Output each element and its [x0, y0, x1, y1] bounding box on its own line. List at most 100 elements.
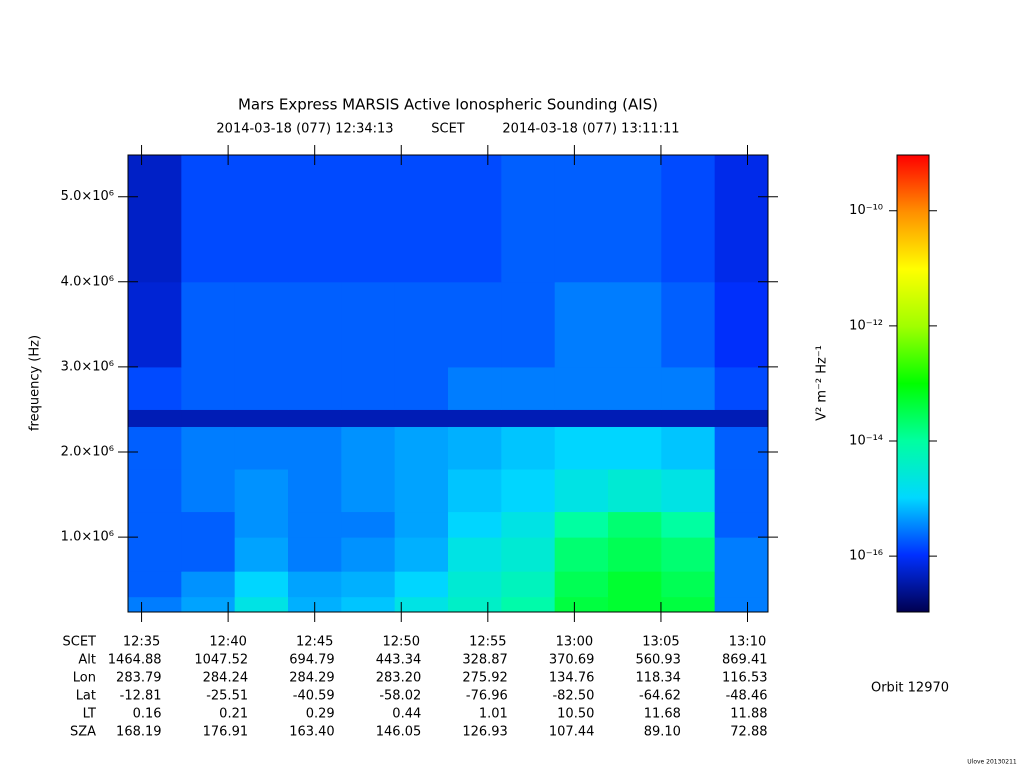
ephemeris-cell: 1047.52: [194, 653, 248, 668]
ephemeris-header: SCET: [63, 635, 97, 650]
heatmap-cell: [501, 571, 556, 598]
heatmap-cell: [341, 281, 396, 368]
chart-title: Mars Express MARSIS Active Ionospheric S…: [238, 96, 658, 114]
heatmap-cell: [288, 155, 342, 283]
heatmap-cell: [181, 469, 236, 513]
heatmap-cell: [288, 426, 342, 470]
colorbar: [896, 154, 930, 613]
heatmap-cell: [288, 511, 342, 538]
ephemeris-cell: 0.21: [219, 707, 248, 722]
x-tick-label: 12:55: [469, 635, 506, 650]
heatmap-cell: [394, 366, 449, 410]
heatmap-cell: [341, 511, 396, 538]
ephemeris-cell: 72.88: [730, 725, 767, 740]
ephemeris-cell: -64.62: [639, 689, 681, 704]
heatmap-cell: [288, 281, 342, 368]
heatmap-cell: [181, 409, 236, 427]
colorbar-label: V² m⁻² Hz⁻¹: [815, 345, 830, 421]
ephemeris-cell: 869.41: [722, 653, 768, 668]
heatmap-cell: [128, 571, 182, 598]
heatmap-cell: [608, 426, 662, 470]
ephemeris-row-label: Lon: [73, 671, 96, 686]
ephemeris-cell: 11.88: [730, 707, 767, 722]
y-tick-label: 1.0×10⁶: [61, 530, 114, 545]
heatmap-cell: [661, 469, 716, 513]
ephemeris-cell: -40.59: [293, 689, 335, 704]
heatmap-cell: [501, 426, 556, 470]
heatmap-cell: [714, 469, 769, 513]
heatmap-cell: [501, 281, 556, 368]
heatmap-cell: [554, 366, 609, 410]
heatmap-cell: [448, 469, 502, 513]
heatmap-cell: [341, 409, 396, 427]
heatmap-cell: [448, 511, 502, 538]
ephemeris-cell: -25.51: [206, 689, 248, 704]
ephemeris-cell: 1464.88: [108, 653, 162, 668]
heatmap-cell: [448, 537, 502, 572]
colorbar-tick-label: 10⁻¹⁴: [849, 434, 883, 449]
heatmap-cell: [501, 366, 556, 410]
heatmap-cell: [501, 511, 556, 538]
heatmap-cell: [554, 511, 609, 538]
heatmap-cell: [501, 537, 556, 572]
heatmap-cell: [181, 537, 236, 572]
ephemeris-cell: -48.46: [726, 689, 768, 704]
heatmap-cell: [128, 511, 182, 538]
heatmap-cell: [501, 469, 556, 513]
heatmap-cell: [341, 426, 396, 470]
heatmap-cell: [394, 511, 449, 538]
ephemeris-cell: 146.05: [376, 725, 422, 740]
heatmap-cell: [341, 469, 396, 513]
y-tick-label: 3.0×10⁶: [61, 359, 114, 374]
ephemeris-cell: 107.44: [549, 725, 595, 740]
heatmap-cell: [661, 537, 716, 572]
heatmap-cell: [181, 366, 236, 410]
y-tick-label: 4.0×10⁶: [61, 274, 114, 289]
heatmap-cell: [234, 571, 289, 598]
heatmap-cell: [394, 571, 449, 598]
heatmap-cell: [714, 537, 769, 572]
y-tick-label: 2.0×10⁶: [61, 445, 114, 460]
heatmap-cell: [394, 409, 449, 427]
heatmap-cell: [501, 596, 556, 613]
heatmap-cell: [288, 366, 342, 410]
colorbar-tick-label: 10⁻¹⁶: [849, 549, 883, 564]
heatmap-cell: [234, 426, 289, 470]
ephemeris-cell: 11.68: [644, 707, 681, 722]
heatmap-cell: [288, 409, 342, 427]
ephemeris-cell: 328.87: [462, 653, 508, 668]
heatmap-cell: [501, 409, 556, 427]
heatmap-cell: [448, 409, 502, 427]
heatmap-cell: [341, 366, 396, 410]
x-tick-label: 13:10: [729, 635, 766, 650]
heatmap-cell: [234, 469, 289, 513]
ephemeris-cell: 1.01: [479, 707, 508, 722]
heatmap-cell: [288, 469, 342, 513]
heatmap-cell: [554, 469, 609, 513]
heatmap-cell: [181, 571, 236, 598]
ephemeris-cell: 176.91: [203, 725, 249, 740]
heatmap-cell: [661, 511, 716, 538]
ephemeris-cell: 283.79: [116, 671, 162, 686]
ephemeris-cell: 134.76: [549, 671, 595, 686]
heatmap-cell: [394, 155, 449, 283]
heatmap-cell: [394, 426, 449, 470]
ephemeris-cell: 168.19: [116, 725, 162, 740]
heatmap-cell: [128, 469, 182, 513]
ephemeris-row-label: SZA: [70, 725, 96, 740]
heatmap-cell: [661, 596, 716, 613]
heatmap-cell: [234, 511, 289, 538]
heatmap-cell: [554, 409, 609, 427]
heatmap-cell: [288, 571, 342, 598]
heatmap-cell: [234, 155, 289, 283]
y-axis-label: frequency (Hz): [28, 335, 43, 431]
credit: Ulove 20130211: [967, 759, 1017, 766]
heatmap-cell: [181, 281, 236, 368]
heatmap-cell: [181, 596, 236, 613]
ephemeris-cell: 275.92: [462, 671, 508, 686]
heatmap-cell: [608, 537, 662, 572]
ephemeris-cell: 116.53: [722, 671, 768, 686]
x-tick-label: 13:05: [642, 635, 679, 650]
ephemeris-cell: 443.34: [376, 653, 422, 668]
